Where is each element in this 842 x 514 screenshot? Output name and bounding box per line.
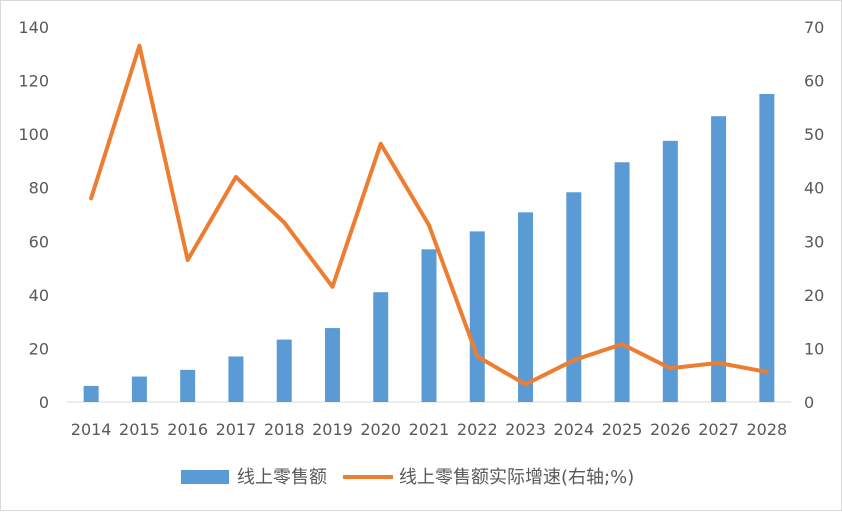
legend-line-label: 线上零售额实际增速(右轴;%) bbox=[399, 467, 634, 488]
bar-2024 bbox=[566, 192, 581, 402]
left-tick-label: 0 bbox=[39, 393, 49, 412]
bar-2023 bbox=[518, 212, 533, 402]
x-tick-label: 2022 bbox=[457, 420, 498, 439]
legend-bar-swatch bbox=[181, 470, 229, 484]
x-tick-label: 2025 bbox=[602, 420, 643, 439]
left-tick-label: 80 bbox=[29, 179, 49, 198]
bar-2018 bbox=[277, 340, 292, 402]
x-tick-label: 2017 bbox=[216, 420, 257, 439]
x-tick-label: 2027 bbox=[698, 420, 739, 439]
right-tick-label: 10 bbox=[804, 339, 824, 358]
right-tick-label: 40 bbox=[804, 179, 824, 198]
bar-series bbox=[84, 94, 775, 402]
bar-2021 bbox=[422, 249, 437, 402]
bar-2027 bbox=[711, 116, 726, 402]
right-axis-ticks: 0 10 20 30 40 50 60 70 bbox=[804, 18, 824, 412]
bar-2025 bbox=[615, 162, 630, 402]
x-tick-label: 2018 bbox=[264, 420, 305, 439]
legend: 线上零售额 线上零售额实际增速(右轴;%) bbox=[181, 467, 634, 488]
right-tick-label: 50 bbox=[804, 125, 824, 144]
left-tick-label: 120 bbox=[18, 72, 49, 91]
left-axis-ticks: 0 20 40 60 80 100 120 140 bbox=[18, 18, 49, 412]
x-tick-label: 2028 bbox=[747, 420, 788, 439]
right-tick-label: 60 bbox=[804, 72, 824, 91]
x-tick-label: 2015 bbox=[119, 420, 160, 439]
left-tick-label: 20 bbox=[29, 339, 49, 358]
left-tick-label: 140 bbox=[18, 18, 49, 37]
bar-2019 bbox=[325, 328, 340, 402]
x-tick-label: 2014 bbox=[71, 420, 112, 439]
right-tick-label: 70 bbox=[804, 18, 824, 37]
legend-bar-label: 线上零售额 bbox=[237, 467, 327, 488]
x-tick-label: 2024 bbox=[553, 420, 594, 439]
right-tick-label: 30 bbox=[804, 232, 824, 251]
bar-2026 bbox=[663, 141, 678, 402]
bar-2022 bbox=[470, 231, 485, 402]
bar-2028 bbox=[759, 94, 774, 402]
left-tick-label: 60 bbox=[29, 232, 49, 251]
x-tick-label: 2021 bbox=[409, 420, 450, 439]
x-tick-label: 2019 bbox=[312, 420, 353, 439]
left-tick-label: 100 bbox=[18, 125, 49, 144]
bar-2020 bbox=[373, 292, 388, 402]
x-tick-label: 2023 bbox=[505, 420, 546, 439]
bar-2016 bbox=[180, 370, 195, 402]
left-tick-label: 40 bbox=[29, 286, 49, 305]
bar-2015 bbox=[132, 377, 147, 402]
right-tick-label: 0 bbox=[804, 393, 814, 412]
x-axis-ticks: 2014 2015 2016 2017 2018 2019 2020 2021 2022 2023… bbox=[71, 420, 787, 439]
x-tick-label: 2016 bbox=[167, 420, 208, 439]
bar-2014 bbox=[84, 386, 99, 402]
x-tick-label: 2020 bbox=[360, 420, 401, 439]
right-tick-label: 20 bbox=[804, 286, 824, 305]
x-tick-label: 2026 bbox=[650, 420, 691, 439]
bar-2017 bbox=[228, 356, 243, 402]
